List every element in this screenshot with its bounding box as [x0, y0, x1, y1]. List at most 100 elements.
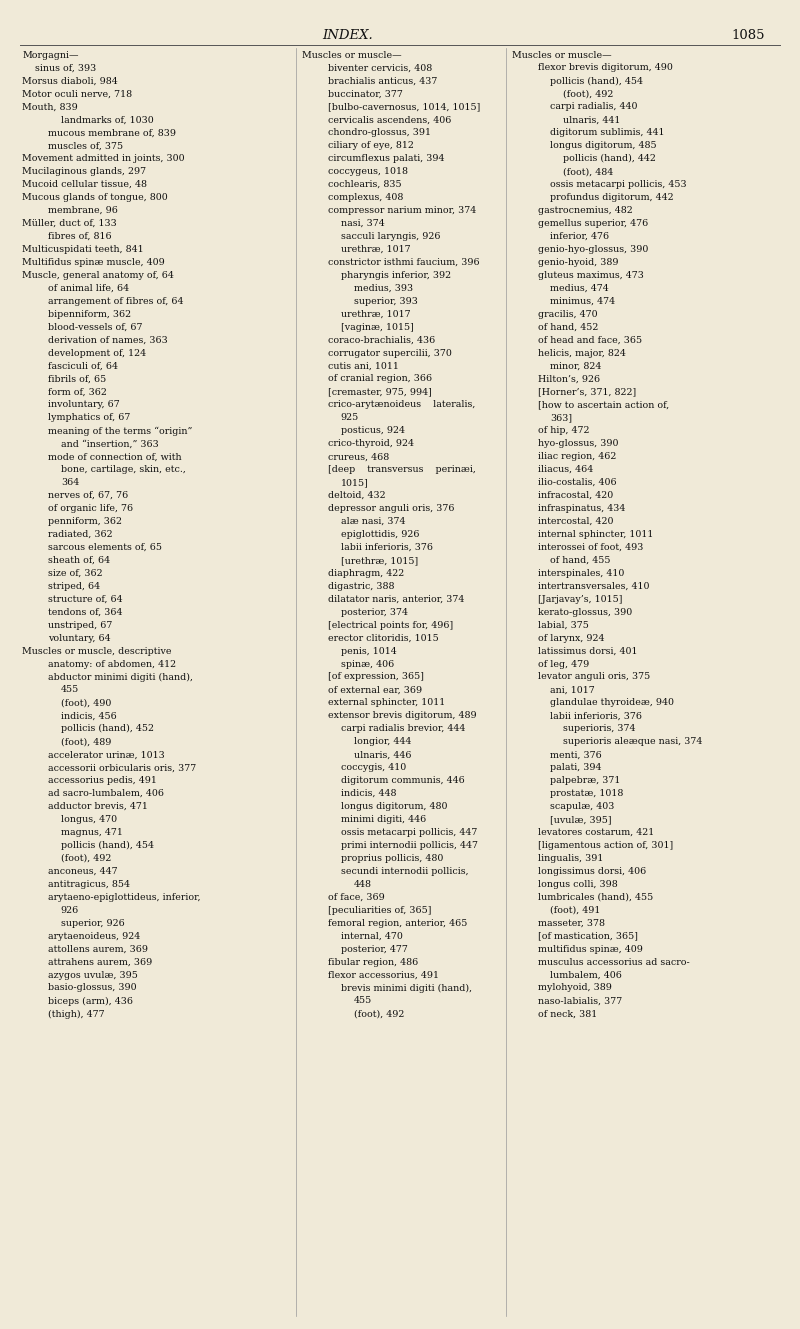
Text: sinus of, 393: sinus of, 393	[35, 64, 97, 73]
Text: Mucous glands of tongue, 800: Mucous glands of tongue, 800	[22, 193, 168, 202]
Text: intertransversales, 410: intertransversales, 410	[538, 582, 649, 591]
Text: pharyngis inferior, 392: pharyngis inferior, 392	[341, 271, 451, 280]
Text: biceps (arm), 436: biceps (arm), 436	[48, 997, 133, 1006]
Text: [ligamentous action of, 301]: [ligamentous action of, 301]	[538, 841, 673, 851]
Text: labii inferioris, 376: labii inferioris, 376	[550, 711, 642, 720]
Text: penniform, 362: penniform, 362	[48, 517, 122, 526]
Text: [of mastication, 365]: [of mastication, 365]	[538, 932, 638, 941]
Text: medius, 393: medius, 393	[354, 284, 413, 292]
Text: labial, 375: labial, 375	[538, 621, 589, 630]
Text: glandulae thyroideæ, 940: glandulae thyroideæ, 940	[550, 699, 674, 707]
Text: (foot), 489: (foot), 489	[61, 738, 111, 747]
Text: digitorum communis, 446: digitorum communis, 446	[341, 776, 465, 785]
Text: digastric, 388: digastric, 388	[328, 582, 394, 591]
Text: of head and face, 365: of head and face, 365	[538, 336, 642, 344]
Text: involuntary, 67: involuntary, 67	[48, 400, 120, 409]
Text: of organic life, 76: of organic life, 76	[48, 504, 133, 513]
Text: inferior, 476: inferior, 476	[550, 233, 610, 241]
Text: gastrocnemius, 482: gastrocnemius, 482	[538, 206, 632, 215]
Text: lumbalem, 406: lumbalem, 406	[550, 970, 622, 979]
Text: of hand, 455: of hand, 455	[550, 556, 611, 565]
Text: intercostal, 420: intercostal, 420	[538, 517, 613, 526]
Text: alæ nasi, 374: alæ nasi, 374	[341, 517, 406, 526]
Text: coccygeus, 1018: coccygeus, 1018	[328, 167, 408, 177]
Text: diaphragm, 422: diaphragm, 422	[328, 569, 404, 578]
Text: Muscles or muscle, descriptive: Muscles or muscle, descriptive	[22, 647, 172, 655]
Text: longior, 444: longior, 444	[354, 738, 411, 747]
Text: Morsus diaboli, 984: Morsus diaboli, 984	[22, 76, 118, 85]
Text: membrane, 96: membrane, 96	[48, 206, 118, 215]
Text: pollicis (hand), 454: pollicis (hand), 454	[61, 841, 154, 851]
Text: Multifidus spinæ muscle, 409: Multifidus spinæ muscle, 409	[22, 258, 165, 267]
Text: muscles of, 375: muscles of, 375	[48, 141, 123, 150]
Text: sacculi laryngis, 926: sacculi laryngis, 926	[341, 233, 440, 241]
Text: longus digitorum, 485: longus digitorum, 485	[550, 141, 657, 150]
Text: landmarks of, 1030: landmarks of, 1030	[61, 116, 154, 125]
Text: minimi digiti, 446: minimi digiti, 446	[341, 815, 426, 824]
Text: (thigh), 477: (thigh), 477	[48, 1010, 105, 1018]
Text: accessorii orbicularis oris, 377: accessorii orbicularis oris, 377	[48, 763, 196, 772]
Text: extensor brevis digitorum, 489: extensor brevis digitorum, 489	[328, 711, 477, 720]
Text: cervicalis ascendens, 406: cervicalis ascendens, 406	[328, 116, 451, 125]
Text: naso-labialis, 377: naso-labialis, 377	[538, 997, 622, 1006]
Text: lingualis, 391: lingualis, 391	[538, 855, 603, 863]
Text: coccygis, 410: coccygis, 410	[341, 763, 406, 772]
Text: derivation of names, 363: derivation of names, 363	[48, 336, 168, 344]
Text: bone, cartilage, skin, etc.,: bone, cartilage, skin, etc.,	[61, 465, 186, 474]
Text: ossis metacarpi pollicis, 447: ossis metacarpi pollicis, 447	[341, 828, 477, 837]
Text: interspinales, 410: interspinales, 410	[538, 569, 624, 578]
Text: crureus, 468: crureus, 468	[328, 452, 390, 461]
Text: of neck, 381: of neck, 381	[538, 1010, 597, 1018]
Text: genio-hyoid, 389: genio-hyoid, 389	[538, 258, 618, 267]
Text: nerves of, 67, 76: nerves of, 67, 76	[48, 492, 128, 500]
Text: mylohyoid, 389: mylohyoid, 389	[538, 983, 611, 993]
Text: superioris aleæque nasi, 374: superioris aleæque nasi, 374	[563, 738, 702, 747]
Text: attollens aurem, 369: attollens aurem, 369	[48, 945, 148, 954]
Text: [cremaster, 975, 994]: [cremaster, 975, 994]	[328, 388, 432, 396]
Text: [electrical points for, 496]: [electrical points for, 496]	[328, 621, 454, 630]
Text: ossis metacarpi pollicis, 453: ossis metacarpi pollicis, 453	[550, 181, 687, 189]
Text: mucous membrane of, 839: mucous membrane of, 839	[48, 129, 176, 137]
Text: of hand, 452: of hand, 452	[538, 323, 598, 332]
Text: 455: 455	[354, 997, 372, 1006]
Text: of hip, 472: of hip, 472	[538, 427, 589, 436]
Text: bipenniform, 362: bipenniform, 362	[48, 310, 131, 319]
Text: accessorius pedis, 491: accessorius pedis, 491	[48, 776, 157, 785]
Text: hyo-glossus, 390: hyo-glossus, 390	[538, 439, 618, 448]
Text: [uvulæ, 395]: [uvulæ, 395]	[550, 815, 612, 824]
Text: infraspinatus, 434: infraspinatus, 434	[538, 504, 625, 513]
Text: palpebræ, 371: palpebræ, 371	[550, 776, 621, 785]
Text: scapulæ, 403: scapulæ, 403	[550, 803, 614, 811]
Text: coraco-brachialis, 436: coraco-brachialis, 436	[328, 336, 435, 344]
Text: (foot), 484: (foot), 484	[563, 167, 614, 177]
Text: posterior, 374: posterior, 374	[341, 607, 408, 617]
Text: blood-vessels of, 67: blood-vessels of, 67	[48, 323, 142, 332]
Text: crico-arytænoideus    lateralis,: crico-arytænoideus lateralis,	[328, 400, 475, 409]
Text: meaning of the terms “origin”: meaning of the terms “origin”	[48, 427, 192, 436]
Text: unstriped, 67: unstriped, 67	[48, 621, 112, 630]
Text: gluteus maximus, 473: gluteus maximus, 473	[538, 271, 643, 280]
Text: [bulbo-cavernosus, 1014, 1015]: [bulbo-cavernosus, 1014, 1015]	[328, 102, 480, 112]
Text: 925: 925	[341, 413, 359, 423]
Text: of face, 369: of face, 369	[328, 893, 385, 902]
Text: ulnaris, 441: ulnaris, 441	[563, 116, 621, 125]
Text: biventer cervicis, 408: biventer cervicis, 408	[328, 64, 432, 73]
Text: carpi radialis brevior, 444: carpi radialis brevior, 444	[341, 724, 465, 734]
Text: gracilis, 470: gracilis, 470	[538, 310, 598, 319]
Text: gemellus superior, 476: gemellus superior, 476	[538, 219, 648, 229]
Text: 363]: 363]	[550, 413, 573, 423]
Text: chondro-glossus, 391: chondro-glossus, 391	[328, 129, 431, 137]
Text: (foot), 490: (foot), 490	[61, 699, 111, 707]
Text: proprius pollicis, 480: proprius pollicis, 480	[341, 855, 443, 863]
Text: secundi internodii pollicis,: secundi internodii pollicis,	[341, 867, 469, 876]
Text: [Horner’s, 371, 822]: [Horner’s, 371, 822]	[538, 388, 636, 396]
Text: pollicis (hand), 454: pollicis (hand), 454	[550, 76, 643, 85]
Text: multifidus spinæ, 409: multifidus spinæ, 409	[538, 945, 642, 954]
Text: profundus digitorum, 442: profundus digitorum, 442	[550, 193, 674, 202]
Text: arrangement of fibres of, 64: arrangement of fibres of, 64	[48, 296, 183, 306]
Text: ilio-costalis, 406: ilio-costalis, 406	[538, 478, 616, 488]
Text: 1085: 1085	[731, 29, 765, 43]
Text: ad sacro-lumbalem, 406: ad sacro-lumbalem, 406	[48, 789, 164, 799]
Text: (foot), 492: (foot), 492	[563, 89, 614, 98]
Text: masseter, 378: masseter, 378	[538, 918, 605, 928]
